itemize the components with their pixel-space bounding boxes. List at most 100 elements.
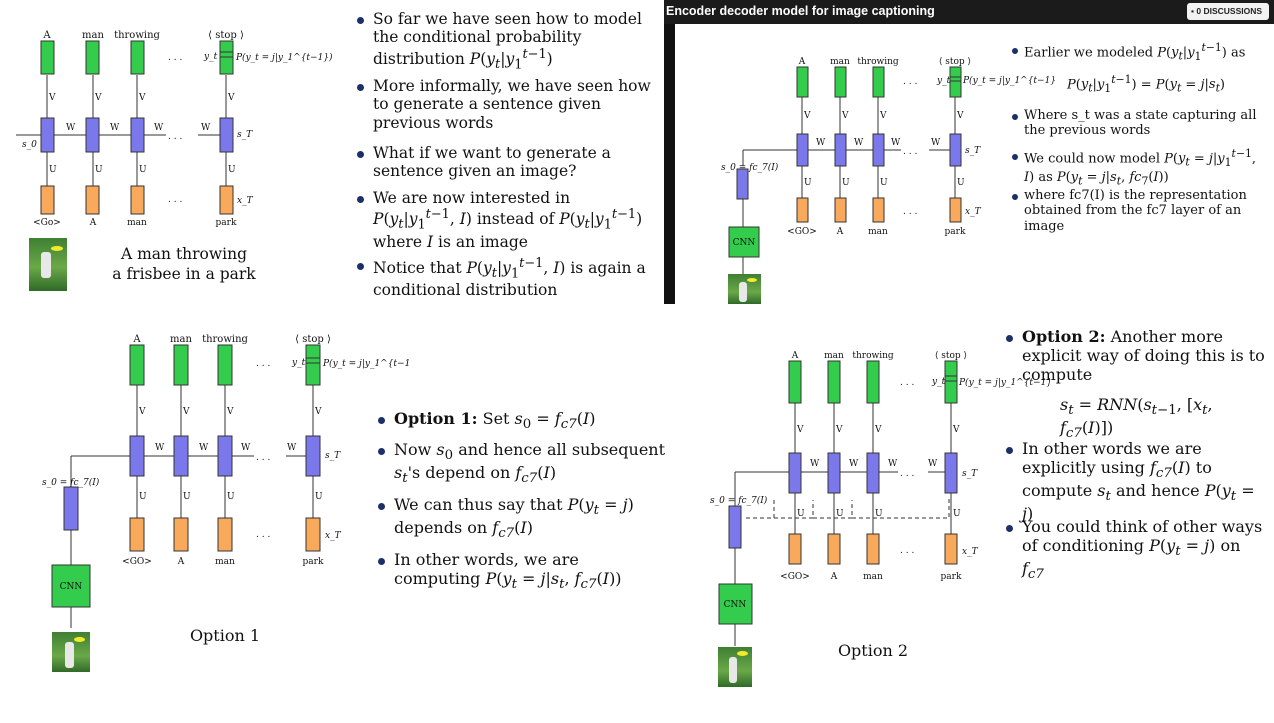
image-caption: A man throwing a frisbee in a park: [112, 245, 256, 283]
svg-text:U: U: [95, 165, 103, 175]
svg-text:W: W: [110, 123, 120, 133]
svg-text:V: V: [226, 407, 234, 417]
svg-text:V: V: [874, 425, 882, 435]
svg-text:V: V: [956, 111, 964, 121]
svg-text:W: W: [201, 123, 211, 133]
svg-text:W: W: [810, 459, 820, 469]
input-node: [130, 185, 145, 215]
svg-text:V: V: [952, 425, 960, 435]
svg-text:man: man: [863, 572, 883, 582]
svg-text:⟨ stop ⟩: ⟨ stop ⟩: [295, 334, 331, 345]
svg-text:A: A: [836, 227, 844, 237]
bullet-item: You could think of other ways of conditi…: [1006, 517, 1267, 583]
svg-text:s_T: s_T: [962, 469, 978, 479]
bullet-item: We are now interested in P(yt|y1t−1, I) …: [357, 189, 651, 251]
svg-text:U: U: [875, 509, 883, 519]
bullet-item: So far we have seen how to model the con…: [357, 10, 651, 72]
svg-text:W: W: [928, 459, 938, 469]
svg-text:V: V: [835, 425, 843, 435]
rnn-diagram-1: A man throwing ⟨ stop ⟩ . . . y_t P(y_t …: [16, 30, 333, 228]
svg-text:A: A: [830, 572, 838, 582]
svg-text:x_T: x_T: [965, 207, 982, 217]
svg-text:U: U: [49, 165, 57, 175]
input-node: [40, 185, 55, 215]
svg-text:<GO>: <GO>: [122, 557, 152, 567]
svg-text:. . .: . . .: [256, 453, 270, 463]
svg-text:y_t: y_t: [291, 358, 306, 368]
label-yt: y_t: [203, 52, 218, 62]
svg-text:A: A: [177, 557, 185, 567]
svg-text:s_T: s_T: [325, 451, 341, 461]
panel-option-1: A man throwing ⟨ stop ⟩ . . . y_t P(y_t …: [0, 304, 680, 723]
svg-text:park: park: [945, 227, 966, 237]
svg-text:. . .: . . .: [903, 207, 917, 217]
svg-text:man: man: [824, 351, 844, 361]
svg-text:W: W: [931, 138, 941, 148]
svg-text:s_0 = fc_7(I): s_0 = fc_7(I): [42, 477, 100, 488]
svg-text:U: U: [139, 492, 147, 502]
label-prob: P(y_t = j|y_1^{t−1}): [235, 52, 333, 63]
svg-text:W: W: [154, 123, 164, 133]
svg-text:U: U: [842, 178, 850, 188]
label-stop: ⟨ stop ⟩: [208, 30, 244, 41]
svg-text:W: W: [854, 138, 864, 148]
svg-text:U: U: [227, 492, 235, 502]
output-node: [85, 40, 100, 75]
svg-text:CNN: CNN: [60, 582, 83, 592]
bullet-item: We can thus say that P(yt = j) depends o…: [378, 495, 669, 542]
input-node: [85, 185, 100, 215]
svg-text:throwing: throwing: [202, 334, 248, 345]
panel-option-2: A man throwing ⟨ stop ⟩ . . . y_t P(y_t …: [680, 304, 1274, 723]
comment-icon: ▪: [1191, 6, 1197, 16]
svg-text:V: V: [227, 93, 235, 103]
svg-text:x_T: x_T: [325, 531, 342, 541]
svg-text:. . .: . . .: [900, 469, 914, 479]
svg-text:A: A: [89, 218, 97, 228]
svg-text:. . .: . . .: [903, 147, 917, 157]
svg-text:U: U: [804, 178, 812, 188]
svg-text:⟨ stop ⟩: ⟨ stop ⟩: [935, 351, 967, 361]
bullet-item: What if we want to generate a sentence g…: [357, 144, 651, 181]
bullet-item: Notice that P(yt|y1t−1, I) is again a co…: [357, 256, 651, 300]
frisbee-photo-4: [718, 647, 752, 687]
svg-text:V: V: [94, 93, 102, 103]
svg-text:U: U: [183, 492, 191, 502]
svg-text:<GO>: <GO>: [787, 227, 817, 237]
svg-text:s_0 = fc_7(I): s_0 = fc_7(I): [721, 162, 779, 173]
svg-text:x_T: x_T: [962, 547, 979, 557]
frisbee-photo-3: [52, 632, 90, 672]
panel-encoder-decoder: A man throwing ⟨ stop ⟩ . . . y_t P(y_t …: [675, 24, 1274, 304]
svg-text:y_t: y_t: [936, 76, 951, 86]
svg-text:throwing: throwing: [852, 351, 894, 361]
svg-text:park: park: [216, 218, 237, 228]
svg-text:V: V: [796, 425, 804, 435]
bullet-item: Where s_t was a state capturing all the …: [1012, 108, 1264, 139]
svg-text:. . .: . . .: [900, 378, 914, 388]
output-node: [40, 40, 55, 75]
svg-text:W: W: [66, 123, 76, 133]
svg-text:. . .: . . .: [903, 77, 917, 87]
svg-text:W: W: [816, 138, 826, 148]
state-node: [40, 117, 55, 153]
svg-text:W: W: [155, 443, 165, 453]
bullet-item: where fc7(I) is the representation obtai…: [1012, 188, 1264, 234]
svg-text:W: W: [199, 443, 209, 453]
svg-text:man: man: [830, 57, 850, 67]
svg-text:W: W: [241, 443, 251, 453]
svg-text:U: U: [315, 492, 323, 502]
bullet-item: In other words we are explicitly using f…: [1006, 439, 1267, 524]
bullet-item: Now s0 and hence all subsequent st's dep…: [378, 440, 669, 487]
svg-text:W: W: [849, 459, 859, 469]
svg-text:U: U: [953, 509, 961, 519]
label-man: man: [82, 30, 104, 41]
state-node: [219, 117, 234, 153]
label-throwing: throwing: [114, 30, 160, 41]
discussions-button[interactable]: ▪ 0 DISCUSSIONS: [1187, 3, 1269, 20]
svg-text:. . .: . . .: [256, 530, 270, 540]
svg-text:s_0: s_0: [22, 140, 37, 150]
svg-text:V: V: [841, 111, 849, 121]
svg-text:V: V: [48, 93, 56, 103]
svg-text:s_T: s_T: [965, 146, 981, 156]
svg-text:U: U: [797, 509, 805, 519]
svg-text:s_0 = fc_7(I): s_0 = fc_7(I): [710, 495, 768, 506]
